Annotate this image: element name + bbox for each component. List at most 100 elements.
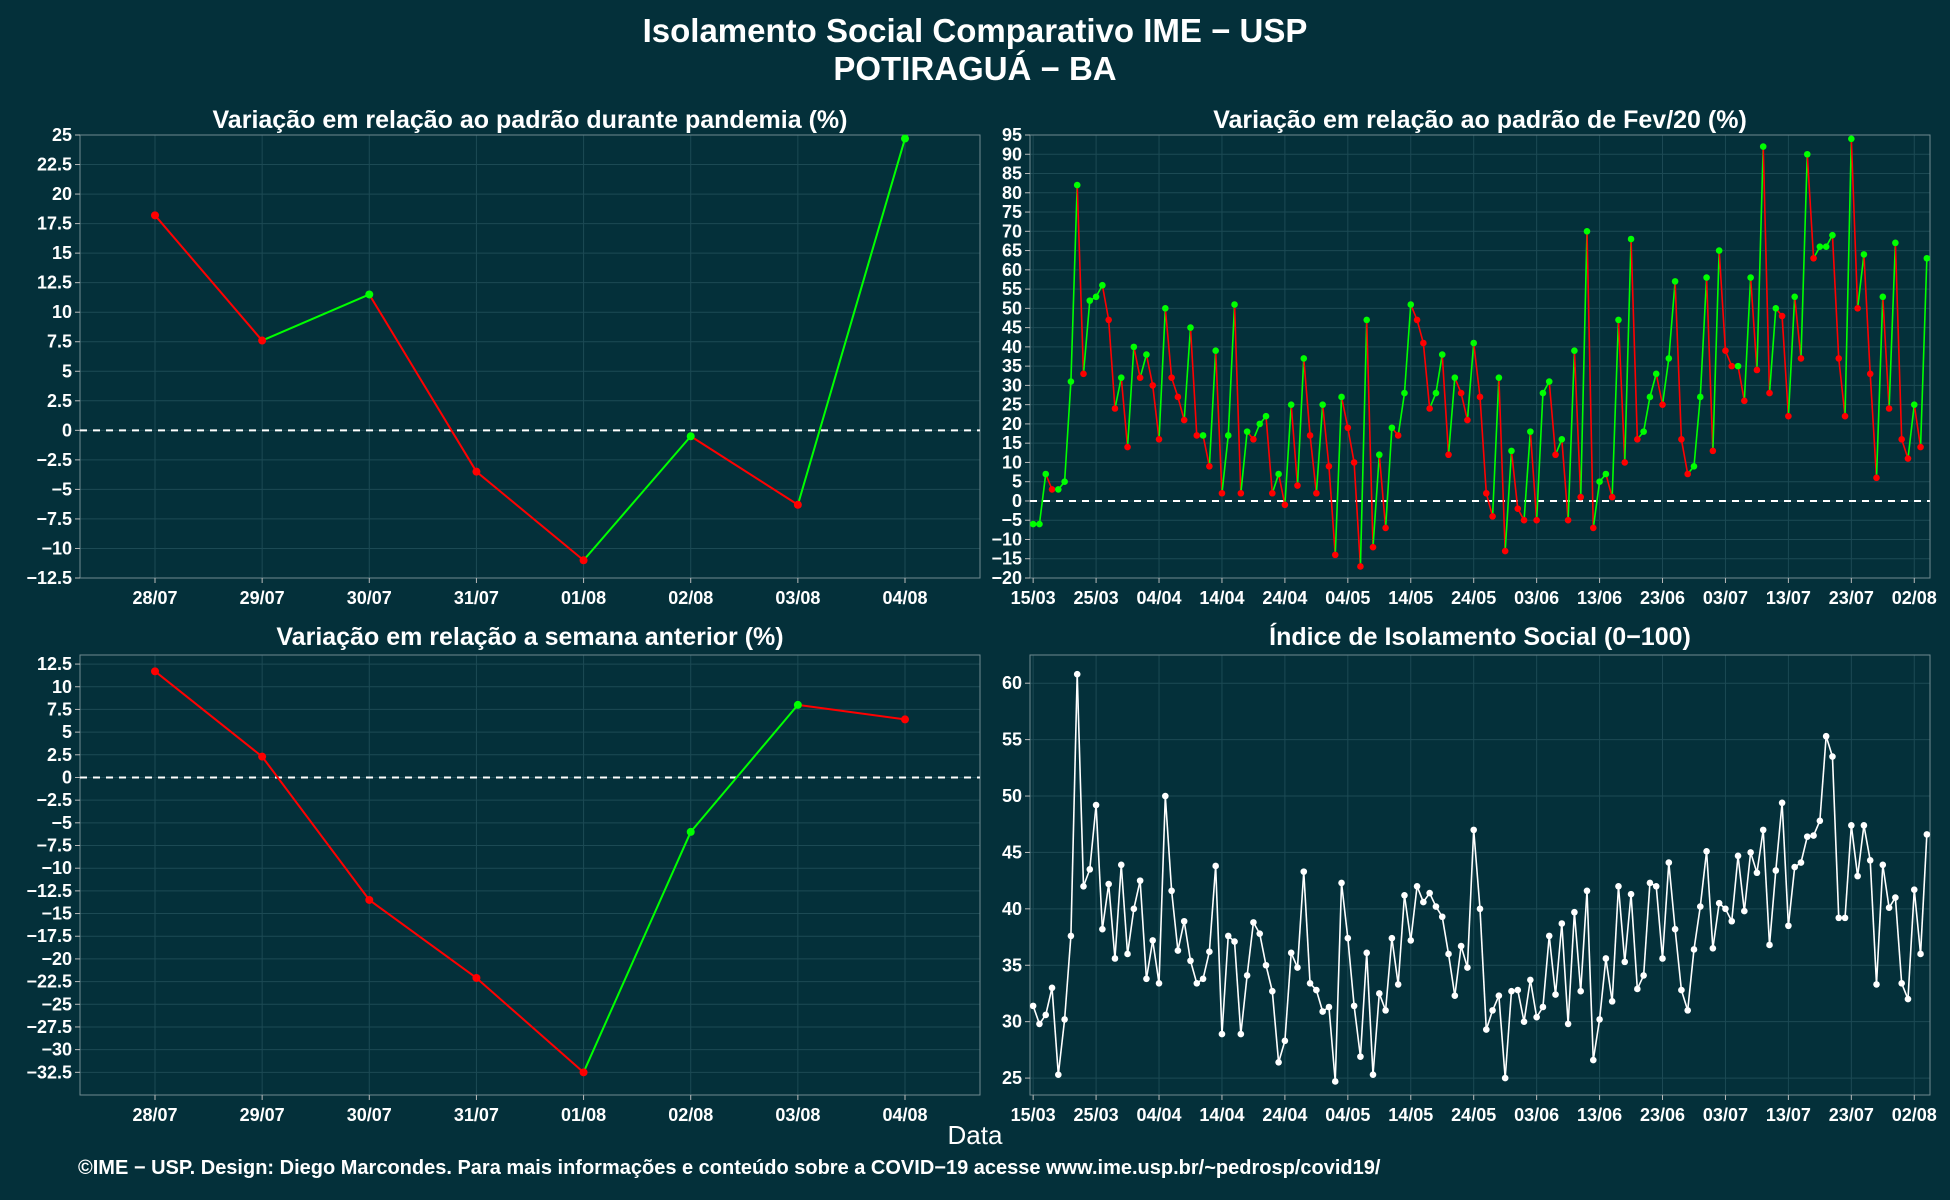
y-tick-label: 25 — [1002, 395, 1022, 415]
data-point — [1803, 150, 1811, 158]
series-segment — [1101, 883, 1110, 930]
series-segment — [1302, 358, 1311, 436]
y-tick-label: −10 — [41, 538, 72, 558]
series-segment — [689, 704, 799, 833]
data-point — [1652, 370, 1660, 378]
data-point — [1376, 451, 1383, 459]
data-point — [1401, 389, 1408, 397]
data-point — [1885, 405, 1893, 412]
data-point — [1029, 520, 1037, 528]
chart-title: Índice de Isolamento Social (0−100) — [1269, 622, 1691, 651]
series-segment — [1372, 993, 1381, 1075]
data-point — [472, 973, 481, 982]
series-segment — [1800, 154, 1809, 359]
series-segment — [1126, 908, 1135, 955]
data-point — [1105, 316, 1112, 324]
y-tick-label: −15 — [991, 549, 1022, 569]
footer-credits: ©IME − USP. Design: Diego Marcondes. Par… — [78, 1157, 1381, 1179]
y-tick-label: −15 — [41, 904, 72, 924]
series-segment — [1353, 462, 1362, 567]
data-point — [1117, 861, 1125, 869]
series-segment — [1655, 373, 1664, 405]
data-point — [1199, 432, 1207, 439]
data-point — [1193, 980, 1201, 987]
series-segment — [1699, 277, 1708, 397]
series-segment — [154, 214, 263, 342]
data-point — [1879, 293, 1887, 301]
x-tick-label: 13/06 — [1577, 1105, 1622, 1125]
data-point — [1816, 243, 1824, 251]
series-segment — [1202, 951, 1211, 979]
series-segment — [1856, 254, 1865, 309]
data-point — [1766, 941, 1773, 949]
data-point — [1476, 393, 1484, 401]
x-tick-label: 30/07 — [347, 588, 392, 608]
data-point — [1583, 887, 1591, 895]
y-tick-label: 35 — [1002, 955, 1022, 975]
series-segment — [1819, 736, 1827, 821]
series-segment — [1592, 1019, 1601, 1061]
data-point — [1558, 920, 1566, 927]
y-tick-label: 12.5 — [37, 273, 72, 293]
data-point — [1212, 862, 1219, 870]
series-segment — [690, 435, 799, 506]
data-point — [1136, 877, 1144, 884]
data-point — [1476, 905, 1484, 913]
data-point — [1319, 1008, 1326, 1015]
series-segment — [1712, 903, 1720, 949]
series-segment — [1882, 864, 1890, 908]
y-tick-label: 10 — [52, 302, 72, 322]
data-point — [1910, 886, 1918, 893]
data-point — [1558, 436, 1566, 443]
x-tick-label: 29/07 — [240, 588, 285, 608]
series-segment — [1919, 258, 1928, 448]
data-point — [365, 290, 374, 299]
data-point — [1873, 474, 1880, 482]
y-tick-label: 10 — [1002, 452, 1022, 472]
x-tick-label: 28/07 — [132, 588, 177, 608]
data-point — [1029, 1002, 1037, 1010]
data-point — [1715, 247, 1723, 254]
data-point — [1382, 524, 1389, 532]
x-tick-label: 02/08 — [1892, 1105, 1937, 1125]
x-tick-label: 04/08 — [882, 1105, 927, 1125]
series-segment — [1623, 238, 1632, 463]
series-segment — [1863, 825, 1871, 861]
data-point — [1634, 436, 1641, 443]
data-point — [1835, 914, 1843, 922]
data-point — [151, 667, 159, 676]
series-segment — [1120, 377, 1129, 448]
y-tick-label: 0 — [1012, 491, 1022, 511]
data-point — [1357, 1053, 1364, 1060]
data-point — [1162, 792, 1169, 800]
y-tick-label: 15 — [52, 243, 72, 263]
y-tick-label: 55 — [1002, 730, 1022, 750]
data-point — [1193, 432, 1201, 439]
data-point — [1306, 432, 1314, 439]
data-point — [1508, 987, 1515, 995]
data-point — [1848, 822, 1855, 829]
data-point — [1294, 964, 1301, 971]
x-tick-label: 14/04 — [1199, 1105, 1244, 1125]
data-point — [1407, 937, 1415, 944]
data-point — [151, 211, 159, 220]
data-point — [1319, 401, 1326, 408]
data-point — [1709, 447, 1717, 455]
data-point — [1061, 1016, 1068, 1023]
series-segment — [1240, 975, 1248, 1035]
data-point — [1369, 543, 1377, 551]
data-point — [1042, 470, 1050, 478]
series-segment — [1919, 834, 1928, 955]
data-point — [1350, 459, 1358, 466]
data-point — [1470, 339, 1478, 347]
data-point — [1457, 389, 1465, 397]
data-point — [686, 827, 695, 836]
data-point — [1275, 1058, 1282, 1066]
series-segment — [1334, 396, 1343, 555]
series-segment — [1894, 897, 1903, 984]
data-point — [1615, 316, 1622, 324]
data-point — [1451, 374, 1459, 381]
data-point — [1495, 374, 1503, 381]
data-point — [1797, 859, 1805, 866]
data-point — [1596, 1016, 1603, 1023]
